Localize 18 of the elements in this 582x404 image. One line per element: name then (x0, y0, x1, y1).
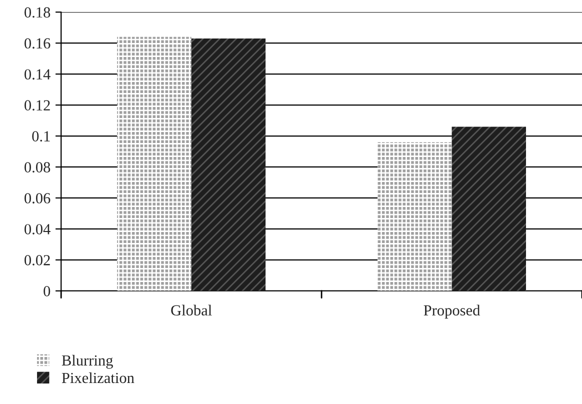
y-tick-label: 0.02 (24, 255, 50, 266)
y-tick-label: 0 (44, 286, 50, 296)
bar (117, 36, 192, 291)
x-tick-label: Global (171, 304, 212, 316)
y-tick-label: 0.04 (24, 224, 50, 234)
y-tick-label: 0.12 (24, 100, 50, 111)
y-tick-label: 0.14 (24, 69, 50, 80)
legend-label: Blurring (62, 354, 113, 369)
y-tick-label: 0.18 (24, 7, 50, 18)
y-tick-label: 0.08 (24, 162, 50, 173)
bar (452, 126, 526, 291)
y-tick-label: 0.16 (24, 38, 50, 49)
legend-label: Pixelization (62, 372, 134, 384)
y-tick-label: 0.1 (32, 131, 50, 142)
y-tick-label: 0.06 (24, 193, 50, 204)
bar (378, 142, 452, 291)
bar (191, 38, 266, 291)
x-tick-label: Proposed (424, 304, 480, 319)
